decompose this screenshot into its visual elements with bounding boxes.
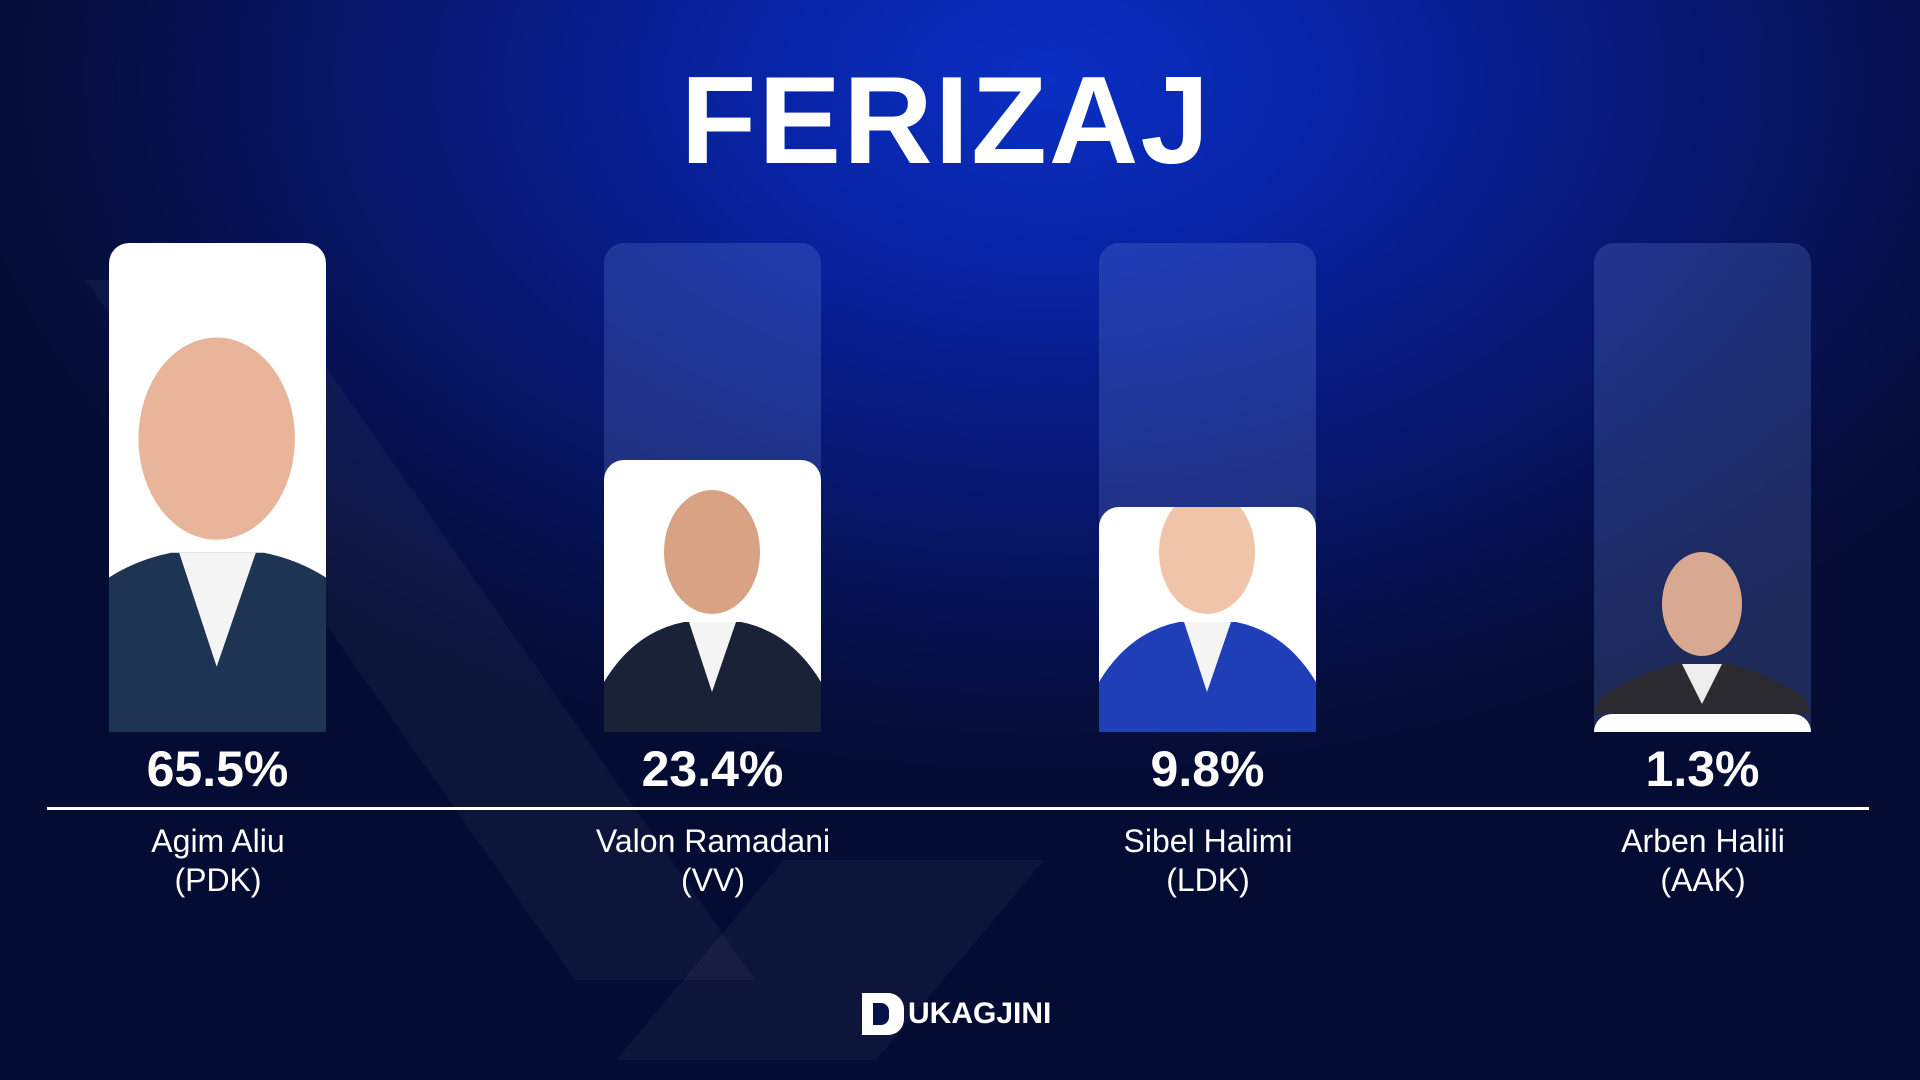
candidate-name: Sibel Halimi (1123, 823, 1293, 859)
value-label: 23.4% (641, 741, 784, 797)
baseline-axis (47, 807, 1869, 810)
candidate-party: (VV) (681, 862, 745, 898)
bar-3 (1594, 714, 1811, 732)
candidate-photo (109, 337, 326, 732)
logo-text: UKAGJINI (908, 997, 1052, 1030)
candidate-name: Arben Halili (1621, 823, 1785, 859)
candidate-photo (604, 490, 821, 732)
candidate-name: Valon Ramadani (595, 823, 831, 859)
candidate-label: Valon Ramadani (VV) (563, 822, 863, 900)
bar-track (1594, 243, 1811, 732)
bar-track (604, 243, 821, 732)
candidate-party: (AAK) (1660, 862, 1746, 898)
logo-d-icon (862, 993, 904, 1035)
candidate-photo (1099, 507, 1316, 732)
value-label: 1.3% (1645, 741, 1760, 797)
value-label: 65.5% (146, 741, 289, 797)
page-title: FERIZAJ (680, 52, 1212, 190)
candidate-photo (1594, 552, 1811, 714)
candidate-label: Sibel Halimi (LDK) (1058, 822, 1358, 900)
bar-1 (604, 460, 821, 732)
dukagjini-logo: UKAGJINI (862, 993, 1051, 1035)
candidate-party: (PDK) (174, 862, 262, 898)
candidate-party: (LDK) (1166, 862, 1250, 898)
candidate-label: Arben Halili (AAK) (1553, 822, 1853, 900)
candidate-label: Agim Aliu (PDK) (68, 822, 368, 900)
bar-0 (109, 243, 326, 732)
bar-2 (1099, 507, 1316, 732)
bar-track (109, 243, 326, 732)
candidate-name: Agim Aliu (151, 823, 285, 859)
bar-track (1099, 243, 1316, 732)
value-label: 9.8% (1150, 741, 1265, 797)
